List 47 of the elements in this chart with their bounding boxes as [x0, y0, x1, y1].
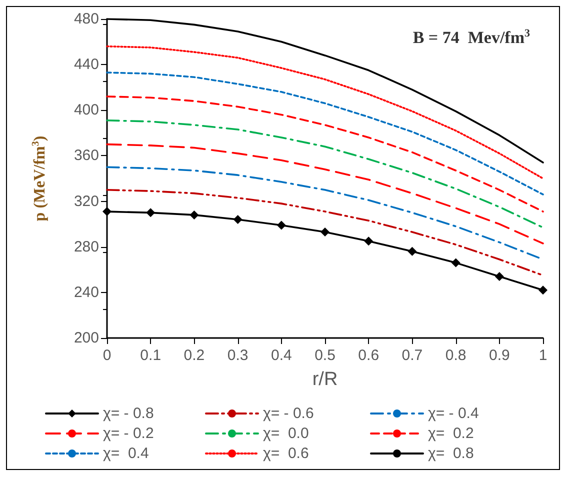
point [276, 220, 286, 230]
x-tick-label: 0.8 [445, 347, 466, 364]
line-series [106, 96, 544, 212]
x-tick-label: 0.2 [184, 347, 205, 364]
legend-label: χ= - 0.6 [263, 405, 314, 422]
y-tick-label: 400 [74, 102, 99, 119]
y-tick-label: 200 [74, 330, 99, 346]
legend-label: χ= - 0.8 [103, 405, 154, 422]
x-axis-title: r/R [312, 369, 338, 390]
line-series [106, 72, 544, 196]
x-tick-label: 0.7 [402, 347, 423, 364]
legend-label: χ= 0.8 [428, 445, 474, 462]
x-tick-label: 0.5 [314, 347, 336, 364]
line-series [106, 188, 544, 276]
point [320, 228, 330, 237]
legend-label: χ= 0.6 [263, 445, 309, 462]
legend-label: χ= 0.0 [263, 425, 309, 442]
y-tick-label: 280 [74, 238, 99, 256]
x-tick-label: 0.1 [140, 347, 162, 364]
point [190, 210, 199, 220]
y-tick-label: 320 [74, 192, 99, 210]
x-tick-label: 1 [538, 347, 548, 364]
y-tick-label: 440 [74, 56, 99, 74]
y-tick-label: 240 [74, 284, 99, 301]
x-tick-label: 0.6 [358, 347, 380, 364]
legend-label: χ= - 0.2 [103, 425, 154, 442]
point [408, 246, 417, 256]
point [451, 258, 460, 268]
y-axis-title: p (MeV/fm3) [30, 136, 48, 222]
line-series [106, 45, 544, 180]
line-series [106, 143, 544, 244]
legend-label: χ= 0.2 [428, 425, 474, 442]
legend-label: χ= 0.4 [103, 445, 149, 462]
x-tick-label: 0 [102, 347, 112, 364]
x-tick-label: 0.4 [270, 347, 292, 364]
y-tick-label: 480 [74, 10, 99, 28]
x-tick-label: 0.3 [227, 347, 248, 364]
y-tick-label: 360 [74, 147, 99, 164]
line-series [106, 119, 544, 228]
point [364, 236, 374, 246]
x-tick-label: 0.9 [488, 347, 510, 364]
point [146, 208, 156, 218]
legend-label: χ= - 0.4 [428, 405, 479, 422]
point [102, 207, 112, 216]
point [494, 272, 504, 281]
point [233, 215, 242, 224]
point [538, 286, 548, 295]
